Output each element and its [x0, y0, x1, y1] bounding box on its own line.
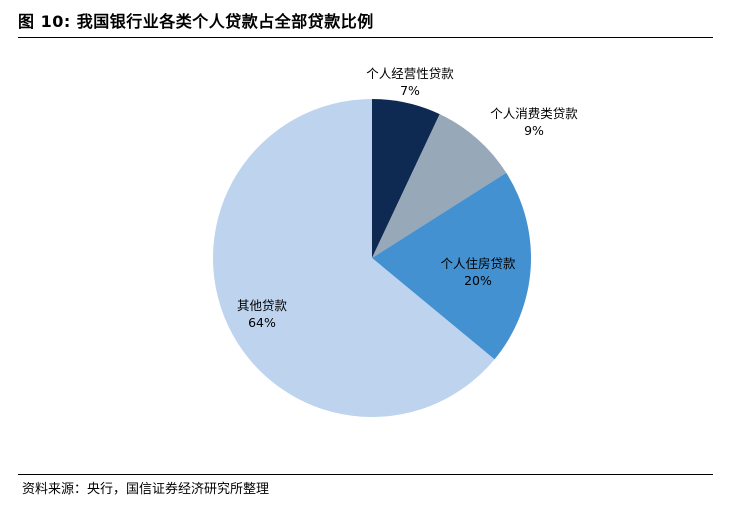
pie-slice-2 — [372, 114, 507, 258]
title-divider — [18, 37, 713, 38]
slice-value-label-2: 9% — [524, 123, 544, 138]
slice-label-1: 个人经营性贷款 — [366, 66, 454, 81]
slice-value-label-4: 64% — [248, 315, 276, 330]
pie-slice-3 — [372, 172, 531, 360]
figure-title: 图 10: 我国银行业各类个人贷款占全部贷款比例 — [18, 12, 374, 31]
pie-slice-1 — [372, 99, 440, 258]
source-note: 资料来源：央行，国信证券经济研究所整理 — [22, 482, 270, 497]
slice-label-2: 个人消费类贷款 — [490, 106, 578, 121]
slice-label-4: 其他贷款 — [237, 298, 288, 313]
slice-value-label-3: 20% — [464, 273, 492, 288]
pie-slice-4 — [212, 99, 495, 418]
pie-labels: 个人经营性贷款 7% 个人消费类贷款 9% 个人住房贷款 20% 其他贷款 64% — [237, 66, 578, 330]
pie-slices — [212, 99, 531, 418]
slice-label-3: 个人住房贷款 — [440, 256, 516, 271]
slice-value-label-1: 7% — [400, 83, 420, 98]
source-divider — [18, 474, 713, 475]
